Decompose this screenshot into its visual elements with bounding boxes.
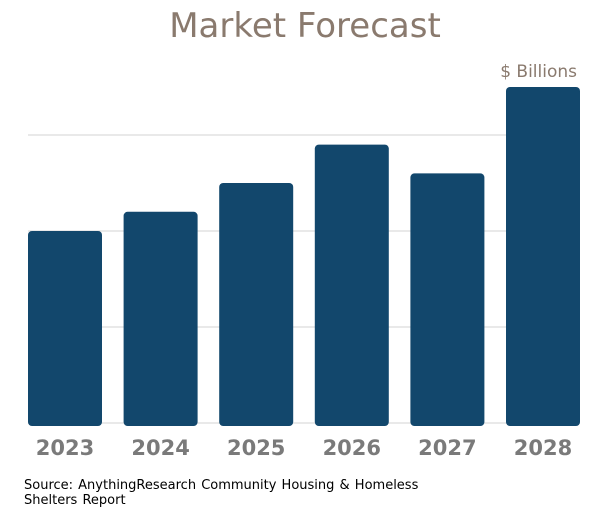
bar-2025 [219,183,294,426]
x-tick-labels: 2023 2024 2025 2026 2027 2028 [36,436,572,460]
x-tick-label: 2027 [418,436,476,460]
bars [28,87,580,426]
bar-2024 [123,211,198,426]
bar-2028 [506,87,580,426]
bar-2026 [314,144,389,426]
x-tick-label: 2028 [514,436,572,460]
x-tick-label: 2025 [227,436,285,460]
bar-2023 [28,231,102,426]
source-note: Source: AnythingResearch Community Housi… [24,478,419,508]
gridlines [28,134,580,424]
x-tick-label: 2023 [36,436,94,460]
x-tick-label: 2026 [323,436,381,460]
bar-chart: 2023 2024 2025 2026 2027 2028 [28,87,580,460]
x-tick-label: 2024 [131,436,189,460]
chart-title: Market Forecast [169,6,441,46]
unit-label: $ Billions [500,62,577,82]
bar-2027 [410,173,485,426]
